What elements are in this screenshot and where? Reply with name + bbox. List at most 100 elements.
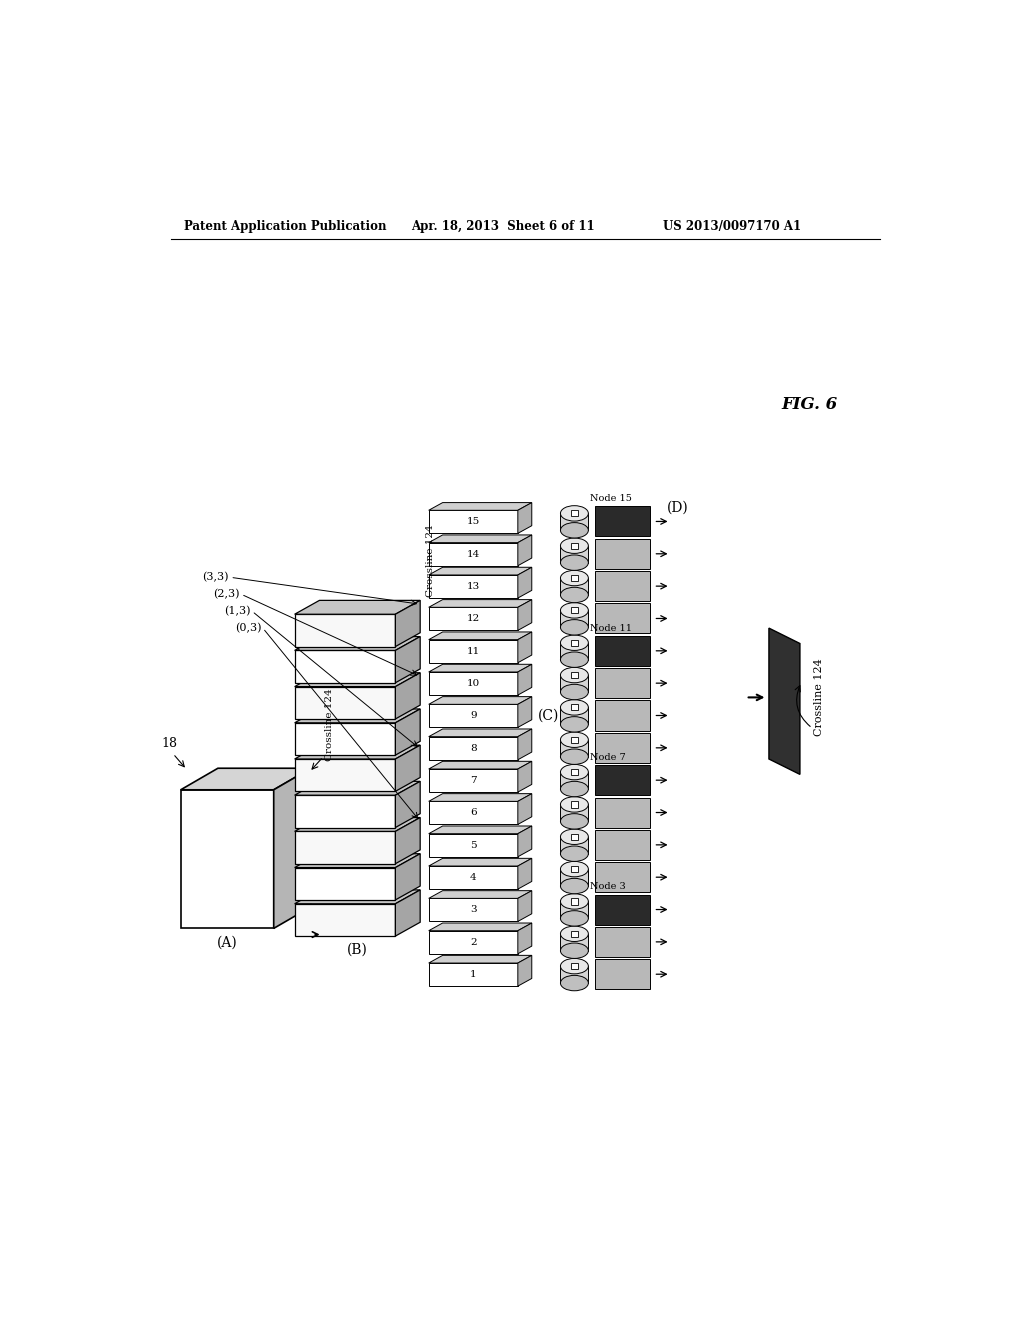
- Text: (0,3): (0,3): [234, 623, 261, 634]
- Polygon shape: [429, 535, 531, 543]
- Text: (1,3): (1,3): [224, 606, 251, 616]
- Ellipse shape: [560, 894, 589, 909]
- Polygon shape: [518, 923, 531, 954]
- Text: 9: 9: [470, 711, 476, 721]
- Bar: [571, 801, 578, 808]
- Polygon shape: [518, 793, 531, 825]
- Polygon shape: [429, 770, 518, 792]
- Polygon shape: [295, 795, 395, 828]
- Bar: [595, 701, 650, 730]
- Polygon shape: [395, 817, 420, 863]
- Bar: [560, 643, 589, 660]
- Polygon shape: [429, 543, 518, 566]
- Ellipse shape: [560, 603, 589, 618]
- Polygon shape: [429, 632, 531, 640]
- Polygon shape: [429, 891, 531, 899]
- Bar: [595, 766, 650, 795]
- Polygon shape: [518, 891, 531, 921]
- Ellipse shape: [560, 668, 589, 682]
- Bar: [571, 672, 578, 678]
- Polygon shape: [295, 651, 395, 682]
- Bar: [595, 927, 650, 957]
- Ellipse shape: [560, 878, 589, 894]
- Polygon shape: [295, 723, 395, 755]
- Ellipse shape: [560, 942, 589, 958]
- Polygon shape: [429, 793, 531, 801]
- Polygon shape: [295, 673, 420, 686]
- Ellipse shape: [560, 797, 589, 812]
- Text: Node 7: Node 7: [590, 754, 626, 762]
- Text: 3: 3: [470, 906, 476, 915]
- Polygon shape: [295, 781, 420, 795]
- Bar: [560, 933, 589, 950]
- Text: 4: 4: [470, 873, 476, 882]
- Bar: [571, 770, 578, 775]
- Polygon shape: [395, 781, 420, 828]
- Bar: [595, 862, 650, 892]
- Polygon shape: [429, 899, 518, 921]
- Bar: [571, 705, 578, 710]
- Polygon shape: [295, 890, 420, 904]
- Ellipse shape: [560, 539, 589, 553]
- Bar: [560, 772, 589, 789]
- Bar: [571, 899, 578, 904]
- Bar: [560, 869, 589, 886]
- Bar: [571, 964, 578, 969]
- Polygon shape: [429, 664, 531, 672]
- Polygon shape: [429, 697, 531, 705]
- Text: Patent Application Publication: Patent Application Publication: [183, 219, 386, 232]
- Bar: [571, 866, 578, 873]
- Bar: [571, 737, 578, 743]
- Text: 2: 2: [470, 937, 476, 946]
- Polygon shape: [429, 801, 518, 825]
- Polygon shape: [429, 956, 531, 964]
- Text: (3,3): (3,3): [203, 572, 228, 582]
- Bar: [595, 507, 650, 536]
- Polygon shape: [429, 762, 531, 770]
- Polygon shape: [429, 503, 531, 511]
- Polygon shape: [518, 697, 531, 727]
- Ellipse shape: [560, 911, 589, 927]
- Text: (D): (D): [667, 502, 688, 515]
- Polygon shape: [429, 866, 518, 890]
- Polygon shape: [295, 817, 420, 832]
- Polygon shape: [518, 826, 531, 857]
- Bar: [595, 895, 650, 924]
- Bar: [595, 960, 650, 989]
- Bar: [595, 797, 650, 828]
- Polygon shape: [395, 636, 420, 682]
- Polygon shape: [295, 759, 395, 792]
- Bar: [571, 607, 578, 614]
- Bar: [595, 636, 650, 665]
- Polygon shape: [518, 664, 531, 696]
- Ellipse shape: [560, 846, 589, 862]
- Ellipse shape: [560, 619, 589, 635]
- Polygon shape: [429, 576, 518, 598]
- Bar: [595, 733, 650, 763]
- Bar: [595, 572, 650, 601]
- Text: 1: 1: [470, 970, 476, 979]
- Polygon shape: [429, 511, 518, 533]
- Polygon shape: [395, 744, 420, 792]
- Polygon shape: [429, 672, 518, 696]
- Polygon shape: [518, 535, 531, 566]
- Text: (A): (A): [217, 936, 238, 949]
- Text: Node 15: Node 15: [590, 495, 632, 503]
- Text: 5: 5: [470, 841, 476, 850]
- Bar: [560, 675, 589, 692]
- Bar: [560, 966, 589, 983]
- Polygon shape: [395, 709, 420, 755]
- Text: Crossline 124: Crossline 124: [325, 688, 334, 760]
- Polygon shape: [518, 956, 531, 986]
- Bar: [595, 539, 650, 569]
- Polygon shape: [518, 599, 531, 631]
- Ellipse shape: [560, 764, 589, 780]
- Ellipse shape: [560, 700, 589, 715]
- Text: 12: 12: [467, 614, 480, 623]
- Polygon shape: [395, 854, 420, 900]
- Bar: [560, 513, 589, 531]
- Bar: [560, 902, 589, 919]
- Ellipse shape: [560, 587, 589, 603]
- Polygon shape: [295, 636, 420, 651]
- Text: 7: 7: [470, 776, 476, 785]
